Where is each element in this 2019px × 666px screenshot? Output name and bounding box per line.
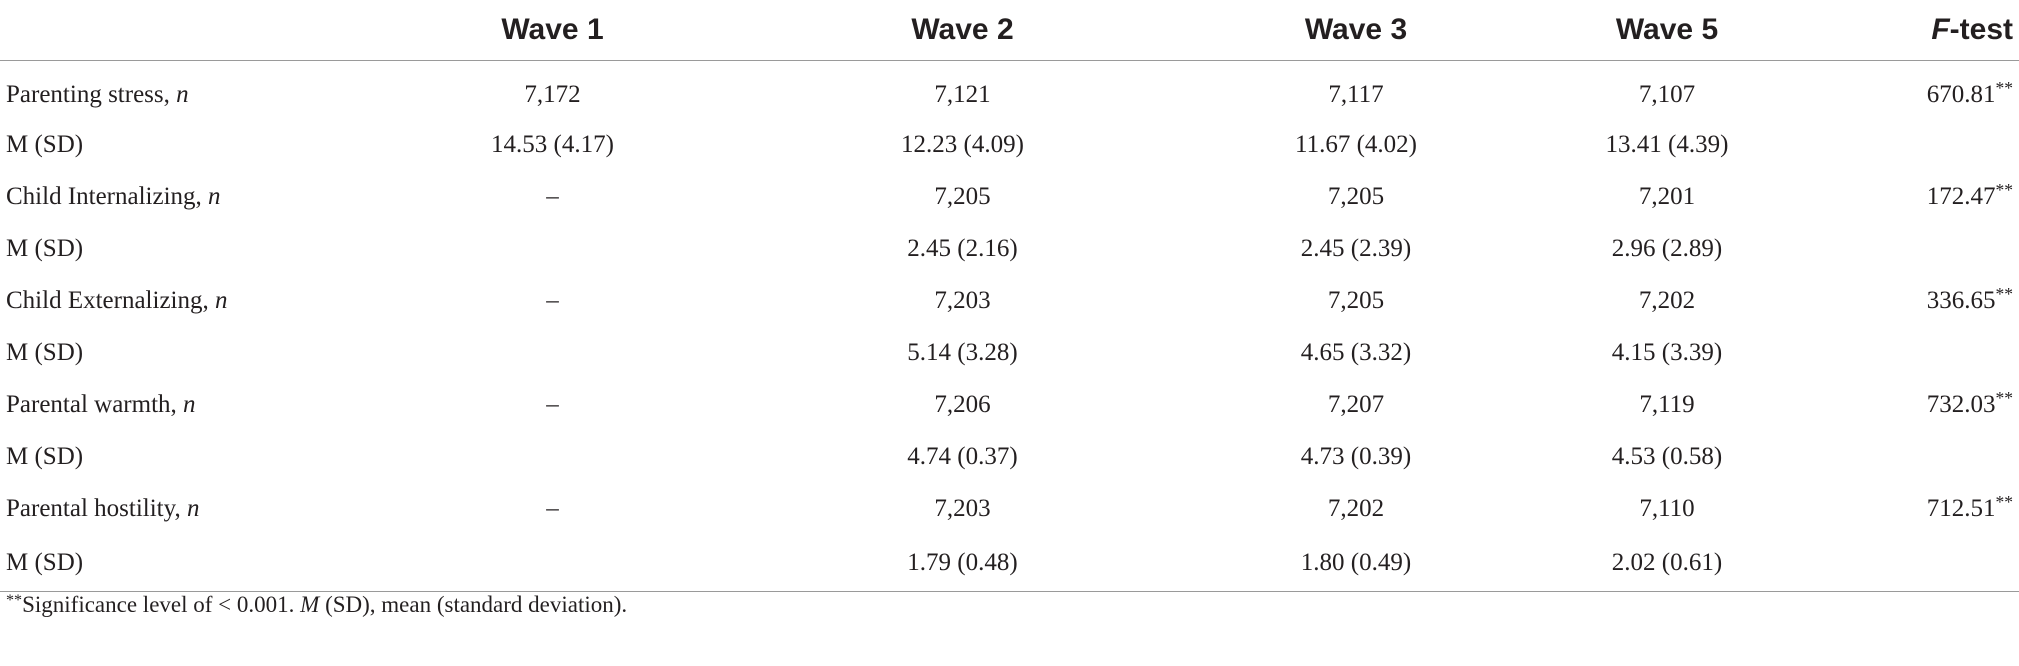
- cell-wave-3: 1.80 (0.49): [1160, 535, 1552, 592]
- table-row: M (SD) 14.53 (4.17) 12.23 (4.09) 11.67 (4.0…: [0, 119, 2019, 171]
- row-label: Child Internalizing, n: [6, 183, 221, 210]
- table-row: Parenting stress, n 7,172 7,121 7,117 7,107 6…: [0, 61, 2019, 120]
- cell-wave-2: 2.45 (2.16): [907, 235, 1018, 262]
- cell-wave-1: –: [546, 287, 559, 314]
- header-row: Wave 1 Wave 2 Wave 3 Wave 5 F-test: [0, 0, 2019, 61]
- header-wave-2: Wave 2: [765, 0, 1160, 61]
- cell-wave-5: 4.53 (0.58): [1611, 443, 1723, 470]
- cell-wave-2: 12.23 (4.09): [901, 131, 1024, 158]
- cell-wave-1: –: [546, 183, 559, 210]
- cell-wave-1: [340, 535, 765, 592]
- cell-wave-2: 1.79 (0.48): [765, 535, 1160, 592]
- cell-wave-5: 7,202: [1638, 287, 1696, 314]
- row-label: Child Externalizing, n: [6, 287, 228, 314]
- cell-f-test: 712.51**: [1926, 492, 2013, 522]
- cell-wave-1: 7,172: [524, 81, 581, 108]
- cell-f-test: 336.65**: [1926, 284, 2013, 314]
- header-blank: [0, 0, 340, 61]
- cell-wave-3: 7,207: [1327, 391, 1385, 418]
- cell-wave-1: [340, 223, 765, 275]
- table-row: Parental hostility, n – 7,203 7,202 7,110 712…: [0, 483, 2019, 535]
- cell-f-test: [1782, 119, 2019, 171]
- table-row: M (SD) 4.74 (0.37) 4.73 (0.39) 4.53 (0.58): [0, 431, 2019, 483]
- cell-wave-5: 4.15 (3.39): [1611, 339, 1723, 366]
- row-label: Parenting stress, n: [6, 81, 189, 108]
- cell-wave-1: [340, 431, 765, 483]
- cell-wave-5: 7,119: [1639, 391, 1695, 418]
- cell-f-test: 732.03**: [1926, 388, 2013, 418]
- cell-wave-3: 7,202: [1327, 495, 1385, 522]
- header-f-test: F-test: [1782, 0, 2019, 61]
- row-label: M (SD): [6, 339, 84, 366]
- table-row: M (SD) 1.79 (0.48) 1.80 (0.49) 2.02 (0.61): [0, 535, 2019, 592]
- cell-wave-3: 11.67 (4.02): [1295, 131, 1417, 158]
- row-label: M (SD): [6, 131, 84, 158]
- cell-wave-1: –: [546, 495, 559, 522]
- cell-wave-5: 7,107: [1638, 81, 1696, 108]
- cell-wave-2: 7,121: [934, 81, 991, 108]
- cell-wave-1: –: [546, 391, 559, 418]
- cell-wave-5: 7,110: [1639, 495, 1695, 522]
- row-label: Parental warmth, n: [6, 391, 196, 418]
- cell-wave-3: 4.73 (0.39): [1300, 443, 1412, 470]
- cell-wave-5: 13.41 (4.39): [1605, 131, 1729, 158]
- table-row: M (SD) 2.45 (2.16) 2.45 (2.39) 2.96 (2.89): [0, 223, 2019, 275]
- row-label: M (SD): [6, 235, 84, 262]
- cell-f-test: 670.81**: [1926, 78, 2013, 108]
- cell-wave-5: 7,201: [1638, 183, 1696, 210]
- cell-f-test: [1782, 431, 2019, 483]
- cell-wave-3: 7,117: [1328, 81, 1384, 108]
- cell-wave-2: 7,205: [934, 183, 991, 210]
- table-row: M (SD) 5.14 (3.28) 4.65 (3.32) 4.15 (3.39): [0, 327, 2019, 379]
- cell-f-test: [1782, 535, 2019, 592]
- table-row: Child Internalizing, n – 7,205 7,205 7,201 17…: [0, 171, 2019, 223]
- table-row: Parental warmth, n – 7,206 7,207 7,119 732.03…: [0, 379, 2019, 431]
- cell-wave-1: [340, 327, 765, 379]
- cell-wave-2: 5.14 (3.28): [907, 339, 1018, 366]
- cell-wave-2: 4.74 (0.37): [907, 443, 1018, 470]
- cell-wave-3: 4.65 (3.32): [1300, 339, 1412, 366]
- cell-wave-1: 14.53 (4.17): [491, 131, 614, 158]
- cell-wave-2: 7,203: [934, 495, 991, 522]
- cell-wave-3: 7,205: [1327, 287, 1385, 314]
- cell-f-test: 172.47**: [1926, 180, 2013, 210]
- table-footnote: **Significance level of < 0.001. M (SD),…: [6, 591, 628, 617]
- cell-f-test: [1782, 327, 2019, 379]
- header-wave-1: Wave 1: [340, 0, 765, 61]
- cell-f-test: [1782, 223, 2019, 275]
- cell-wave-3: 7,205: [1327, 183, 1385, 210]
- row-label: M (SD): [6, 443, 84, 470]
- cell-wave-5: 2.02 (0.61): [1552, 535, 1782, 592]
- table-row: Child Externalizing, n – 7,203 7,205 7,202 33…: [0, 275, 2019, 327]
- descriptive-stats-table: Wave 1 Wave 2 Wave 3 Wave 5 F-test Paren…: [0, 0, 2019, 592]
- cell-wave-2: 7,203: [934, 287, 991, 314]
- header-wave-3: Wave 3: [1160, 0, 1552, 61]
- row-label: M (SD): [0, 535, 340, 592]
- cell-wave-3: 2.45 (2.39): [1300, 235, 1412, 262]
- cell-wave-5: 2.96 (2.89): [1611, 235, 1723, 262]
- row-label: Parental hostility, n: [6, 495, 200, 522]
- header-wave-5: Wave 5: [1552, 0, 1782, 61]
- cell-wave-2: 7,206: [934, 391, 991, 418]
